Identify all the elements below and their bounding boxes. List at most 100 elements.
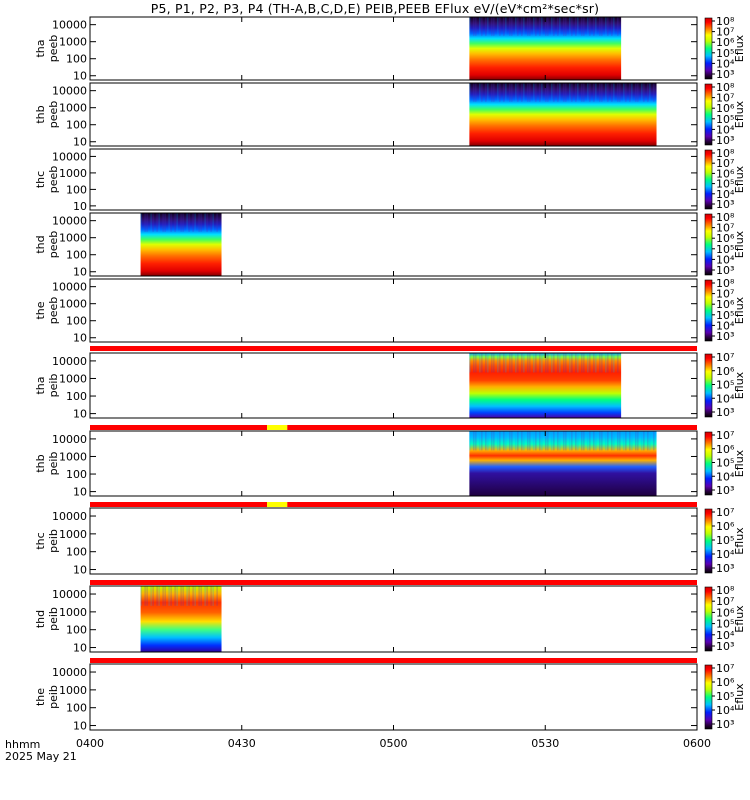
y-tick-label: 10 [73, 486, 87, 499]
spectrogram-texture [509, 431, 511, 451]
colorbar-tick-label: 10⁷ [716, 288, 734, 301]
panel-instrument-label: peeb [47, 297, 60, 325]
x-tick-label: 0430 [228, 737, 256, 750]
panel-instrument-label: peeb [47, 35, 60, 63]
spectrogram-texture [511, 431, 513, 451]
spectrogram-texture [533, 83, 535, 102]
panel-frame [89, 507, 698, 575]
chart-title: P5, P1, P2, P3, P4 (TH-A,B,C,D,E) PEIB,P… [150, 1, 600, 16]
spectrogram-texture [547, 17, 549, 36]
spectrogram-texture [547, 353, 549, 373]
spectrogram-texture [469, 83, 471, 102]
spectrogram-texture [613, 17, 615, 36]
spectrogram-texture [188, 213, 190, 232]
spectrogram-texture [475, 17, 477, 36]
spectrogram-texture [499, 431, 501, 451]
spectrogram-texture [635, 431, 637, 451]
spectrogram-texture [613, 83, 615, 102]
panel-frame [89, 278, 698, 343]
spectrogram-texture [186, 586, 188, 606]
colorbar-tick-label: 10⁵ [716, 534, 734, 547]
spectrogram-texture [577, 431, 579, 451]
y-tick-label: 100 [66, 119, 87, 132]
spectrogram-texture [575, 353, 577, 373]
spectrogram-data [140, 586, 222, 652]
colorbar-tick-label: 10⁴ [716, 629, 735, 642]
colorbar-tick-label: 10³ [716, 264, 734, 277]
y-tick-label: 10000 [52, 215, 87, 228]
spectrogram-texture [551, 83, 553, 102]
colorbar-tick-label: 10⁷ [716, 26, 734, 39]
y-tick-label: 100 [66, 546, 87, 559]
spectrogram-texture [487, 17, 489, 36]
spectrogram-texture [523, 83, 525, 102]
spectrogram-texture [515, 353, 517, 373]
spectrogram-texture [511, 353, 513, 373]
spectrogram-texture [593, 17, 595, 36]
spectrogram-texture [521, 353, 523, 373]
spectrogram-texture [497, 83, 499, 102]
x-tick-label: 0400 [76, 737, 104, 750]
spectrogram-texture [593, 83, 595, 102]
y-tick-label: 10 [73, 642, 87, 655]
spectrogram-texture [491, 431, 493, 451]
spectrogram-texture [541, 353, 543, 373]
spectrogram-texture [641, 431, 643, 451]
colorbar-tick-label: 10⁵ [716, 243, 734, 256]
spectrogram-texture [150, 586, 152, 606]
spectrogram-texture [503, 17, 505, 36]
spectrogram-texture [170, 213, 172, 232]
spectrogram-texture [557, 83, 559, 102]
spectrogram-texture [479, 431, 481, 451]
spectrogram-texture [481, 431, 483, 451]
y-tick-label: 10 [73, 136, 87, 149]
spectrogram-texture [581, 17, 583, 36]
panel-probe-label: thb [34, 454, 47, 472]
y-tick-label: 1000 [59, 372, 87, 385]
spectrogram-texture [535, 353, 537, 373]
spectrogram-texture [475, 83, 477, 102]
spectrogram-texture [641, 83, 643, 102]
spectrogram-texture [192, 586, 194, 606]
spectrogram-texture [605, 83, 607, 102]
spectrogram-texture [509, 353, 511, 373]
y-tick-label: 10 [73, 70, 87, 83]
spectrogram-texture [493, 17, 495, 36]
spectrogram-texture [493, 83, 495, 102]
spectrogram-texture [144, 213, 146, 232]
spectrogram-texture [653, 83, 655, 102]
spectrogram-texture [182, 213, 184, 232]
spectrogram-texture [499, 353, 501, 373]
colorbar-tick-label: 10⁷ [716, 222, 734, 235]
panel-instrument-label: peib [47, 452, 60, 476]
spectrogram-texture [493, 353, 495, 373]
y-tick-label: 1000 [59, 528, 87, 541]
y-tick-label: 100 [66, 249, 87, 262]
mode-bar [90, 425, 697, 430]
colorbar-tick-label: 10⁵ [716, 178, 734, 191]
spectrogram-texture [571, 353, 573, 373]
panel-probe-label: thd [34, 235, 47, 253]
spectrogram-texture [557, 431, 559, 451]
mode-bar-segment [287, 425, 697, 430]
spectrogram-texture [164, 213, 166, 232]
spectrogram-texture [619, 83, 621, 102]
colorbar [704, 213, 713, 276]
spectrogram-texture [637, 431, 639, 451]
y-tick-label: 1000 [59, 606, 87, 619]
spectrogram-texture [535, 83, 537, 102]
spectrogram-texture [487, 83, 489, 102]
mode-bar-segment [90, 346, 697, 351]
y-tick-label: 1000 [59, 102, 87, 115]
colorbar-label: Eflux [733, 683, 746, 711]
spectrogram-texture [505, 83, 507, 102]
spectrogram-texture [563, 17, 565, 36]
spectrogram-texture [617, 431, 619, 451]
spectrogram-texture [144, 586, 146, 606]
y-tick-label: 1000 [59, 167, 87, 180]
spectrogram-texture [505, 17, 507, 36]
colorbar-label: Eflux [733, 296, 746, 324]
spectrogram-texture [174, 213, 176, 232]
spectrogram-texture [539, 17, 541, 36]
spectrogram-texture [473, 353, 475, 373]
